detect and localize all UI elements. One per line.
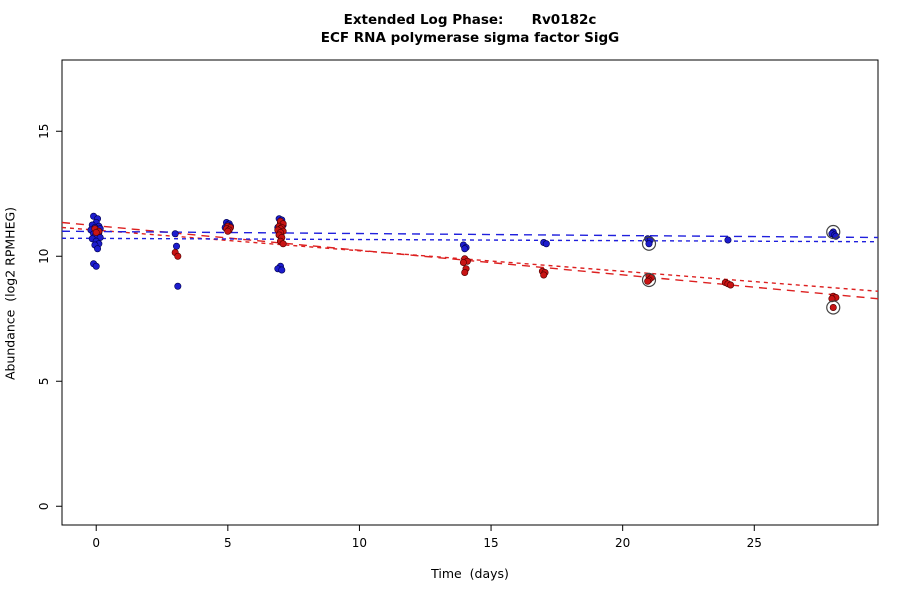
- condition-blue-data-point: [542, 240, 550, 248]
- condition-blue-data-point: [174, 282, 182, 290]
- condition-blue-data-point: [94, 245, 102, 253]
- condition-red-data-point: [461, 268, 469, 276]
- chart-title-line2: ECF RNA polymerase sigma factor SigG: [320, 30, 620, 46]
- chart-title-line1: Extended Log Phase: Rv0182c: [343, 12, 597, 28]
- y-tick-label: 15: [37, 124, 51, 139]
- x-tick-label: 10: [352, 536, 367, 550]
- condition-blue-data-point: [171, 230, 179, 238]
- flagged-point-circle: [826, 300, 841, 315]
- condition-red-data-point: [459, 258, 467, 266]
- blue-fit-2-trend-line: [61, 237, 879, 243]
- condition-red-data-point: [224, 227, 232, 235]
- plot-border: [61, 59, 879, 526]
- x-tick-label: 0: [92, 536, 100, 550]
- x-axis-label: Time (days): [431, 566, 509, 581]
- flagged-point-circle: [826, 224, 841, 240]
- condition-red-data-point: [174, 252, 182, 260]
- condition-blue-data-point: [724, 236, 732, 244]
- x-tick-label: 5: [224, 536, 232, 550]
- condition-blue-data-point: [92, 262, 100, 270]
- flagged-point-circle: [641, 272, 657, 288]
- condition-red-data-point: [727, 281, 735, 289]
- condition-red-data-point: [829, 303, 837, 311]
- condition-blue-data-point: [173, 242, 181, 250]
- condition-red-data-point: [92, 229, 100, 237]
- blue-fit-1-trend-line: [61, 230, 879, 239]
- condition-red-data-point: [644, 277, 652, 285]
- condition-red-data-point: [279, 240, 287, 248]
- y-tick-label: 5: [37, 377, 51, 385]
- y-axis-label: Abundance (log2 RPMHEG): [2, 206, 18, 381]
- condition-blue-data-point: [645, 240, 653, 248]
- condition-red-data-point: [540, 271, 548, 279]
- y-tick-label: 10: [37, 249, 51, 264]
- y-tick-label: 0: [37, 502, 51, 510]
- x-tick-label: 20: [615, 536, 630, 550]
- flagged-point-circle: [641, 236, 657, 251]
- x-tick-label: 25: [747, 536, 762, 550]
- condition-blue-data-point: [278, 266, 286, 274]
- x-tick-label: 15: [483, 536, 498, 550]
- condition-blue-data-point: [461, 245, 469, 253]
- condition-red-data-point: [828, 295, 836, 303]
